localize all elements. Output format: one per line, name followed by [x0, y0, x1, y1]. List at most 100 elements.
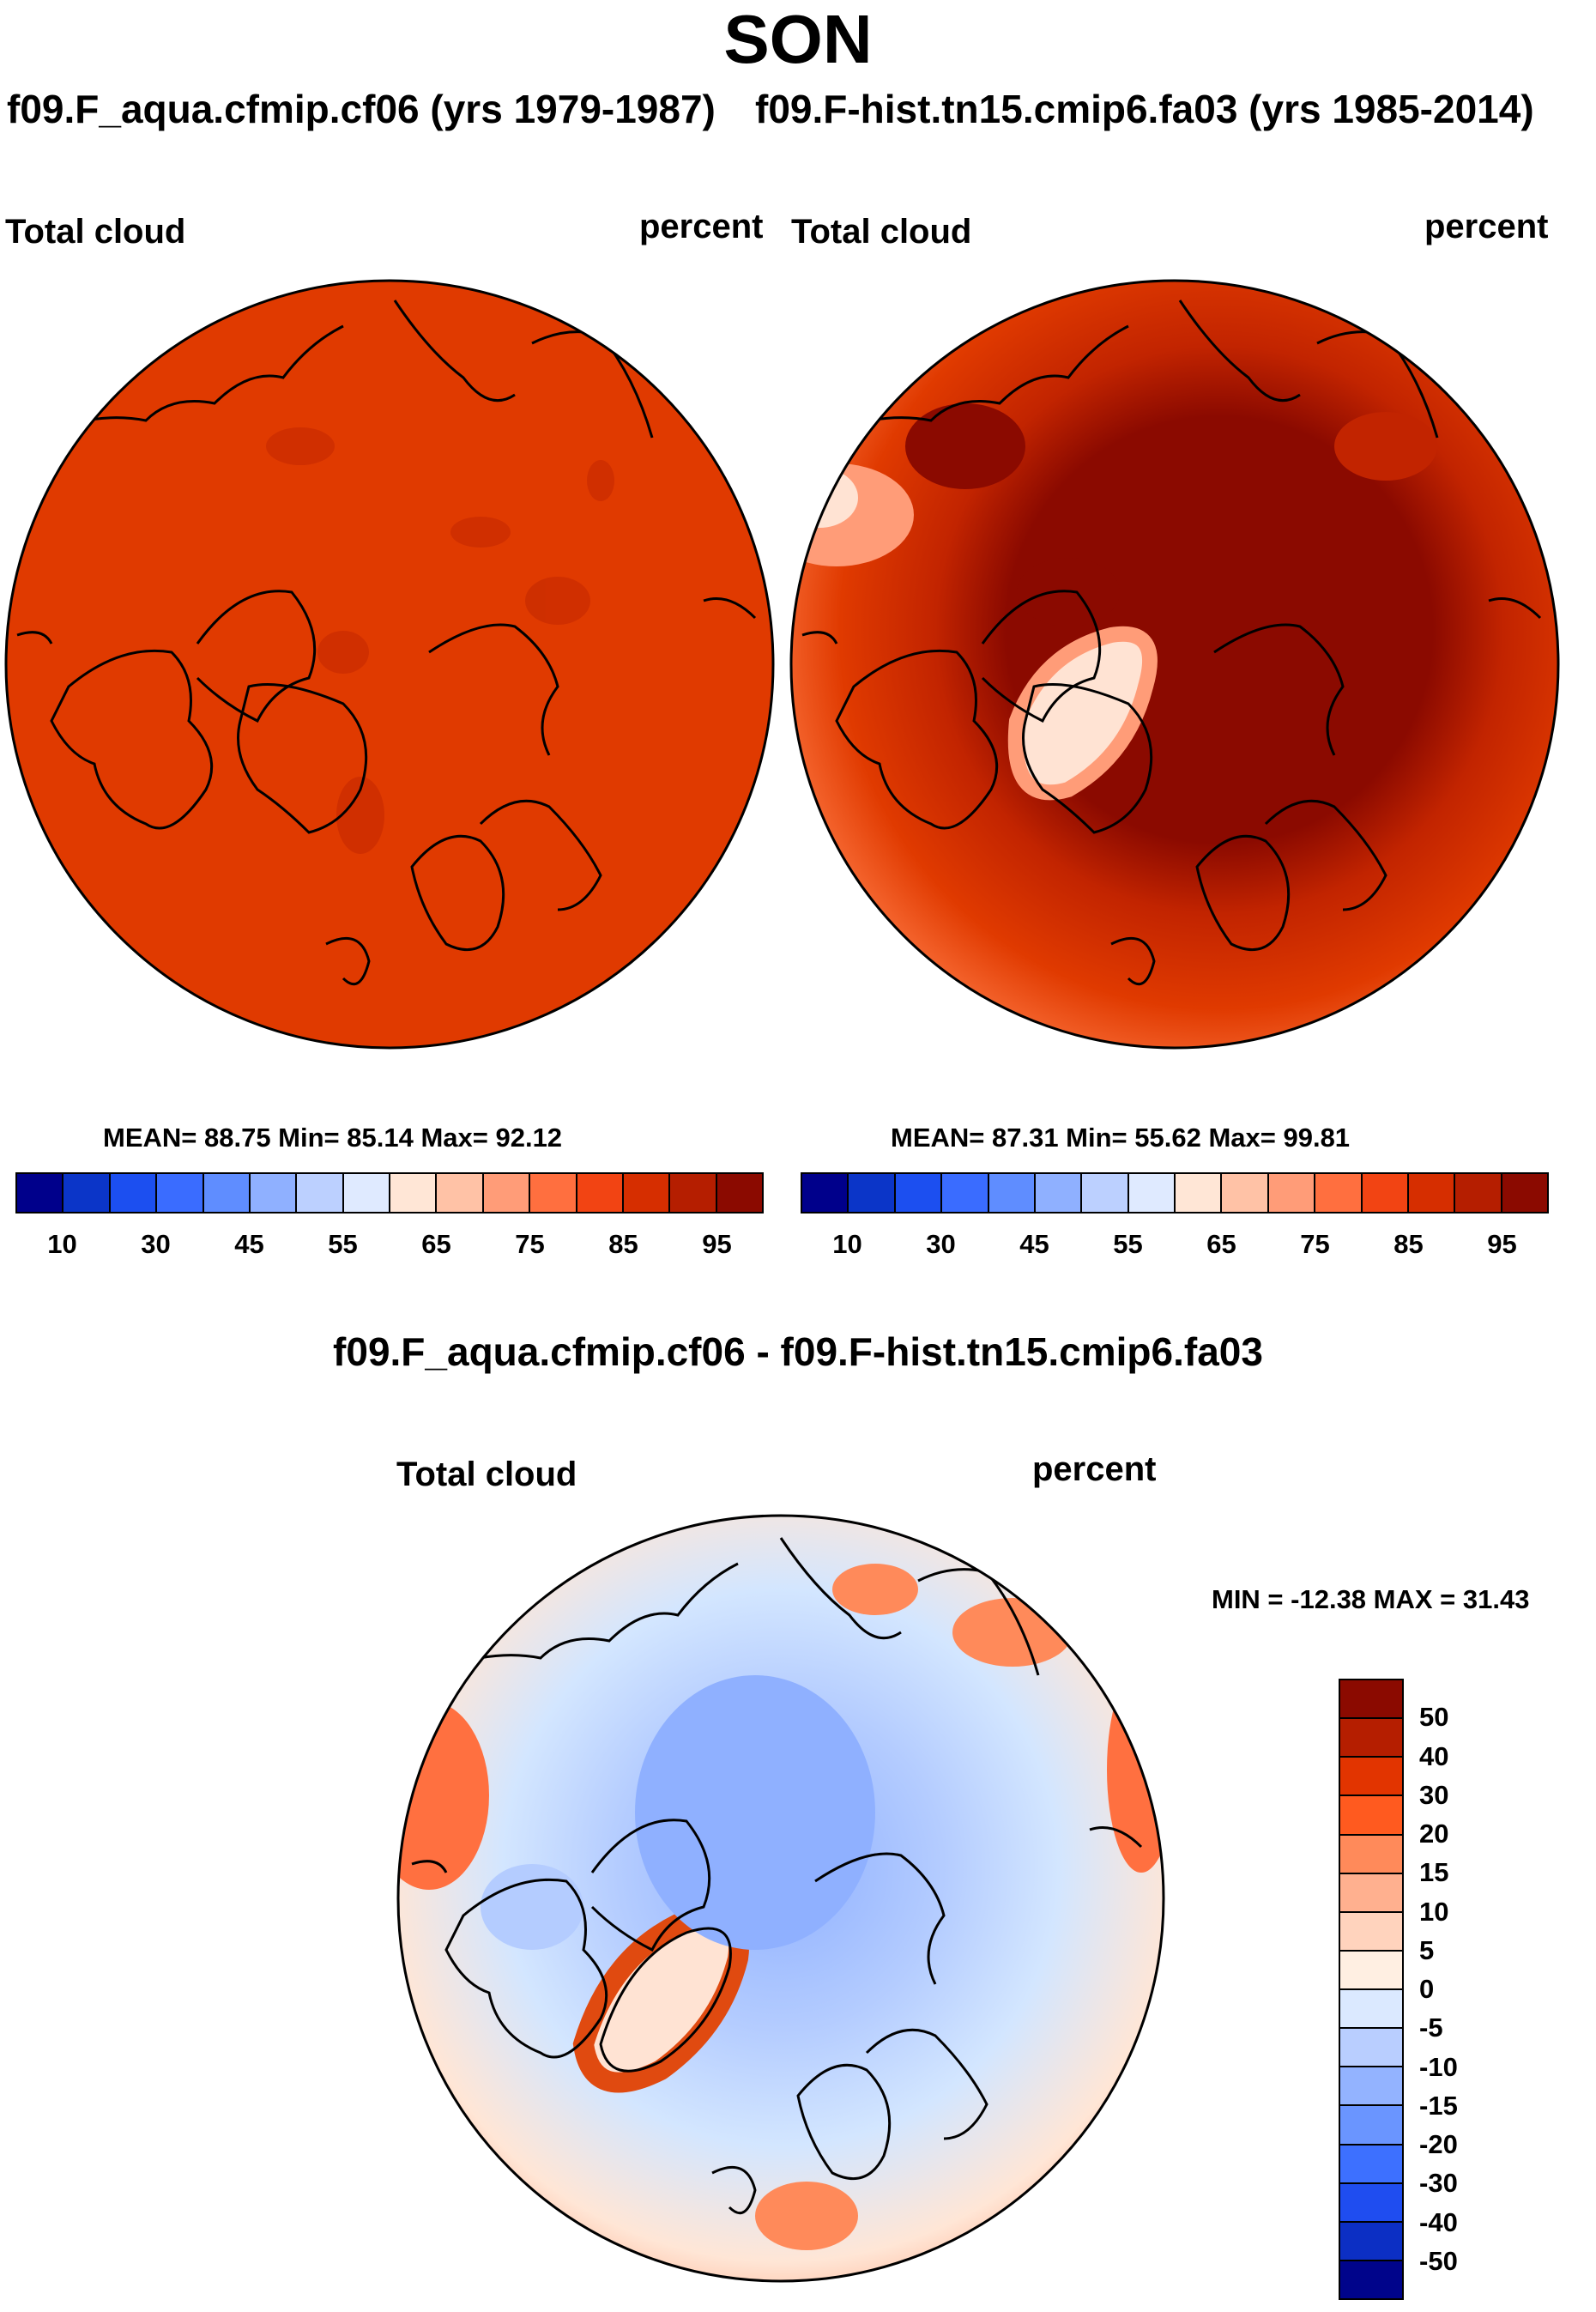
colorbar-swatch [1340, 1758, 1402, 1797]
colorbar-swatch [1035, 1174, 1083, 1212]
colorbar-tick-label: 20 [1419, 1819, 1449, 1849]
colorbar-tick-label: -20 [1419, 2129, 1458, 2159]
colorbar-swatch [1502, 1174, 1547, 1212]
colorbar-tick-label: 40 [1419, 1740, 1449, 1771]
right-variable-label: Total cloud [791, 213, 972, 251]
diff-coastlines [411, 1537, 1143, 2215]
diff-stats: MIN = -12.38 MAX = 31.43 [1212, 1584, 1530, 1614]
colorbar-swatch [17, 1174, 64, 1212]
colorbar-tick-label: 75 [515, 1229, 545, 1259]
colorbar-swatch [1340, 1796, 1402, 1836]
colorbar-tick-label: 75 [1300, 1229, 1330, 1259]
colorbar-swatch [1455, 1174, 1502, 1212]
colorbar-swatch [1340, 1835, 1402, 1874]
colorbar-swatch [623, 1174, 671, 1212]
colorbar-swatch [1340, 1680, 1402, 1720]
colorbar-swatch [716, 1174, 762, 1212]
colorbar-tick-label: 50 [1419, 1702, 1449, 1733]
colorbar-swatch [1340, 2029, 1402, 2068]
colorbar-swatch [1082, 1174, 1129, 1212]
colorbar-tick-label: 45 [234, 1229, 264, 1259]
colorbar-tick-label: 45 [1019, 1229, 1049, 1259]
left-stats: MEAN= 88.75 Min= 85.14 Max= 92.12 [103, 1123, 563, 1153]
colorbar-swatch [1128, 1174, 1176, 1212]
colorbar-tick-label: 5 [1419, 1934, 1435, 1965]
colorbar-swatch [1340, 2261, 1402, 2298]
colorbar-swatch [63, 1174, 111, 1212]
colorbar-tick-label: 65 [421, 1229, 451, 1259]
colorbar-tick-label: 95 [1487, 1229, 1517, 1259]
colorbar-swatch [942, 1174, 989, 1212]
right-units-label: percent [1424, 208, 1549, 245]
colorbar-swatch [530, 1174, 577, 1212]
diff-units-label: percent [1032, 1450, 1157, 1488]
colorbar-tick-label: 10 [1419, 1896, 1449, 1927]
colorbar-swatch [1340, 2183, 1402, 2223]
colorbar-tick-label: 55 [1113, 1229, 1143, 1259]
colorbar-swatch [483, 1174, 531, 1212]
colorbar-swatch [390, 1174, 438, 1212]
diff-polar-map [396, 1514, 1165, 2283]
colorbar-tick-label: 85 [1393, 1229, 1424, 1259]
left-colorbar [15, 1172, 764, 1213]
colorbar-swatch [1340, 2222, 1402, 2261]
colorbar-swatch [1340, 1990, 1402, 2030]
colorbar-tick-label: 30 [1419, 1779, 1449, 1810]
left-case-title: f09.F_aqua.cfmip.cf06 (yrs 1979-1987) [7, 87, 716, 131]
left-polar-map [4, 279, 775, 1050]
left-variable-label: Total cloud [5, 213, 186, 251]
colorbar-swatch [250, 1174, 298, 1212]
colorbar-tick-label: -15 [1419, 2090, 1458, 2121]
colorbar-swatch [802, 1174, 849, 1212]
right-polar-map [789, 279, 1560, 1050]
right-case-title: f09.F-hist.tn15.cmip6.fa03 (yrs 1985-201… [755, 87, 1534, 131]
colorbar-swatch [1362, 1174, 1409, 1212]
colorbar-swatch [1315, 1174, 1363, 1212]
colorbar-tick-label: -10 [1419, 2051, 1458, 2082]
diff-variable-label: Total cloud [396, 1456, 577, 1493]
left-units-label: percent [639, 208, 764, 245]
colorbar-swatch [1222, 1174, 1269, 1212]
colorbar-tick-label: 85 [608, 1229, 638, 1259]
colorbar-tick-label: 30 [926, 1229, 956, 1259]
colorbar-swatch [1340, 2067, 1402, 2107]
colorbar-swatch [895, 1174, 943, 1212]
colorbar-swatch [157, 1174, 204, 1212]
colorbar-swatch [1340, 1873, 1402, 1913]
colorbar-swatch [203, 1174, 251, 1212]
colorbar-tick-label: 0 [1419, 1974, 1435, 2004]
right-map-fill [791, 281, 1558, 1048]
colorbar-tick-label: -50 [1419, 2245, 1458, 2276]
colorbar-swatch [1176, 1174, 1223, 1212]
colorbar-swatch [110, 1174, 158, 1212]
colorbar-tick-label: -30 [1419, 2168, 1458, 2199]
colorbar-swatch [849, 1174, 896, 1212]
figure-title: SON [723, 1, 873, 77]
colorbar-tick-label: 65 [1206, 1229, 1236, 1259]
colorbar-tick-label: 15 [1419, 1857, 1449, 1888]
colorbar-swatch [1340, 1912, 1402, 1952]
colorbar-swatch [437, 1174, 484, 1212]
right-stats: MEAN= 87.31 Min= 55.62 Max= 99.81 [891, 1123, 1351, 1153]
colorbar-swatch [670, 1174, 717, 1212]
colorbar-tick-label: -40 [1419, 2206, 1458, 2237]
right-coastlines [801, 300, 1542, 986]
colorbar-tick-label: -5 [1419, 2012, 1443, 2043]
colorbar-swatch [1340, 1951, 1402, 1990]
diff-colorbar [1339, 1679, 1404, 2300]
colorbar-swatch [1340, 2106, 1402, 2146]
colorbar-swatch [343, 1174, 390, 1212]
colorbar-swatch [1340, 1719, 1402, 1758]
left-map-fill [6, 281, 773, 1048]
colorbar-swatch [1340, 2145, 1402, 2184]
colorbar-tick-label: 55 [328, 1229, 358, 1259]
colorbar-swatch [297, 1174, 344, 1212]
left-map-dark-patches [266, 427, 614, 854]
right-colorbar [801, 1172, 1549, 1213]
colorbar-swatch [577, 1174, 624, 1212]
colorbar-tick-label: 95 [702, 1229, 732, 1259]
colorbar-tick-label: 30 [141, 1229, 171, 1259]
colorbar-swatch [988, 1174, 1036, 1212]
diff-case-title: f09.F_aqua.cfmip.cf06 - f09.F-hist.tn15.… [333, 1329, 1263, 1374]
colorbar-swatch [1268, 1174, 1316, 1212]
